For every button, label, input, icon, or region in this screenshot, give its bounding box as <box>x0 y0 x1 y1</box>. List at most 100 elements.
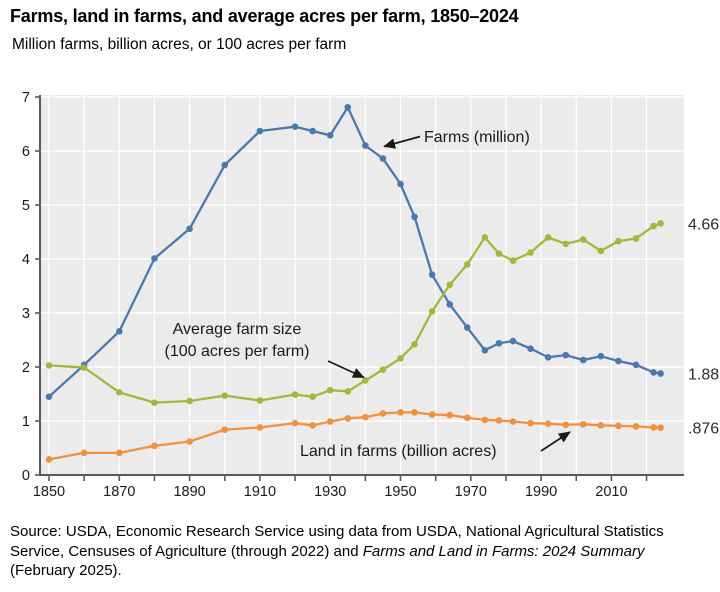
series-land-point <box>428 411 436 418</box>
series-land-point <box>397 409 404 416</box>
series-farms-point <box>116 328 123 335</box>
series-land-point <box>80 449 88 457</box>
series-avg-size-point <box>463 261 471 268</box>
series-land-point <box>291 419 299 427</box>
end-label-avg-size: 4.66 <box>688 216 719 233</box>
annotation-avg-size-label: Average farm size <box>173 321 302 338</box>
series-farms-point <box>463 324 471 331</box>
x-axis-tick-label: 1950 <box>384 484 416 500</box>
series-land-point <box>597 422 605 429</box>
y-axis-tick-label: 7 <box>22 90 30 106</box>
series-farms-point <box>657 370 664 377</box>
series-avg-size-point <box>411 341 418 348</box>
y-axis-tick-label: 5 <box>22 198 30 214</box>
series-farms-point <box>379 155 387 162</box>
series-avg-size-point <box>632 235 640 242</box>
y-axis-tick-label: 3 <box>22 306 30 322</box>
series-avg-size-point <box>45 362 53 369</box>
x-axis-tick-label: 1850 <box>33 484 65 500</box>
series-avg-size-point <box>80 364 88 371</box>
x-axis-tick-label: 1910 <box>244 484 276 500</box>
y-axis-tick-label: 2 <box>22 360 30 376</box>
series-avg-size-line <box>48 222 662 404</box>
series-farms-point <box>326 132 334 139</box>
series-avg-size-point <box>344 388 352 395</box>
series-avg-size-point <box>379 366 387 374</box>
series-land-point <box>326 418 334 425</box>
series-farms-point <box>495 339 503 347</box>
x-axis-tick-label: 1890 <box>173 484 205 500</box>
series-farms-point <box>544 353 552 361</box>
series-avg-size-point <box>362 377 369 384</box>
series-avg-size-point <box>151 399 158 406</box>
annotation-avg-size-label: (100 acres per farm) <box>165 343 310 360</box>
end-label-land: .876 <box>688 421 719 438</box>
series-avg-size-point <box>650 222 657 230</box>
annotation-land-arrow <box>540 431 571 452</box>
series-avg-size-point <box>657 220 664 227</box>
series-farms-point <box>509 337 517 345</box>
series-avg-size-point <box>597 247 605 255</box>
series-avg-size-point <box>615 237 622 245</box>
series-farms-point <box>615 357 622 365</box>
series-land-point <box>116 449 123 457</box>
series-avg-size-point <box>397 355 404 362</box>
source-text-italic: Farms and Land in Farms: 2024 Summary <box>362 542 645 560</box>
series-avg-size-point <box>544 234 552 241</box>
end-label-farms: 1.88 <box>688 366 719 383</box>
series-land-point <box>256 424 264 431</box>
series-land-point <box>344 415 352 422</box>
series-avg-size-point <box>326 386 334 394</box>
series-avg-size-point <box>186 397 193 405</box>
series-land-point <box>650 424 657 431</box>
series-farms-point <box>309 127 316 135</box>
series-avg-size-point <box>509 257 517 264</box>
y-axis-tick-label: 4 <box>22 252 30 268</box>
series-land-point <box>509 418 517 425</box>
chart-subtitle: Million farms, billion acres, or 100 acr… <box>12 36 347 53</box>
series-farms-point <box>344 103 352 111</box>
series-land-point <box>309 422 316 429</box>
series-land-point <box>379 410 387 417</box>
series-farms-point <box>579 356 587 364</box>
series-farms-point <box>256 127 264 135</box>
series-farms-point <box>527 345 534 352</box>
series-avg-size-point <box>579 236 587 243</box>
x-axis-tick-label: 1970 <box>455 484 487 500</box>
series-avg-size-point <box>562 240 570 248</box>
series-farms-point <box>481 346 489 354</box>
series-land-point <box>579 420 587 428</box>
series-land-point <box>657 424 664 431</box>
series-farms-point <box>291 123 299 130</box>
series-land-point <box>615 422 622 430</box>
series-avg-size-point <box>446 281 454 289</box>
series-farms-point <box>45 393 53 401</box>
source-text: Source: USDA, Economic Research Service … <box>10 523 664 560</box>
series-farms-point <box>362 142 369 149</box>
series-land-point <box>562 421 570 429</box>
series-farms-point <box>221 161 229 169</box>
series-land-point <box>527 419 534 427</box>
chart-title: Farms, land in farms, and average acres … <box>10 6 519 26</box>
series-land-point <box>362 413 369 421</box>
series-land-point <box>495 417 503 424</box>
series-farms-point <box>650 369 657 376</box>
source-text-end: (February 2025). <box>10 562 122 579</box>
series-avg-size-point <box>256 397 264 404</box>
series-land-point <box>151 442 158 450</box>
x-axis-tick-label: 2010 <box>595 484 627 500</box>
series-farms-point <box>151 255 158 262</box>
annotation-farms-label: Farms (million) <box>424 129 530 146</box>
source-note: Source: USDA, Economic Research Service … <box>10 522 704 581</box>
series-land-point <box>632 423 640 430</box>
series-land-point <box>544 420 552 428</box>
y-axis-tick-label: 6 <box>22 144 30 160</box>
series-avg-size-point <box>527 249 534 256</box>
x-axis-tick-label: 1870 <box>103 484 135 500</box>
x-axis-tick-label: 1930 <box>314 484 346 500</box>
annotation-avg-size-arrow <box>327 360 365 379</box>
series-avg-size-point <box>495 250 503 257</box>
series-land-point <box>481 416 489 424</box>
